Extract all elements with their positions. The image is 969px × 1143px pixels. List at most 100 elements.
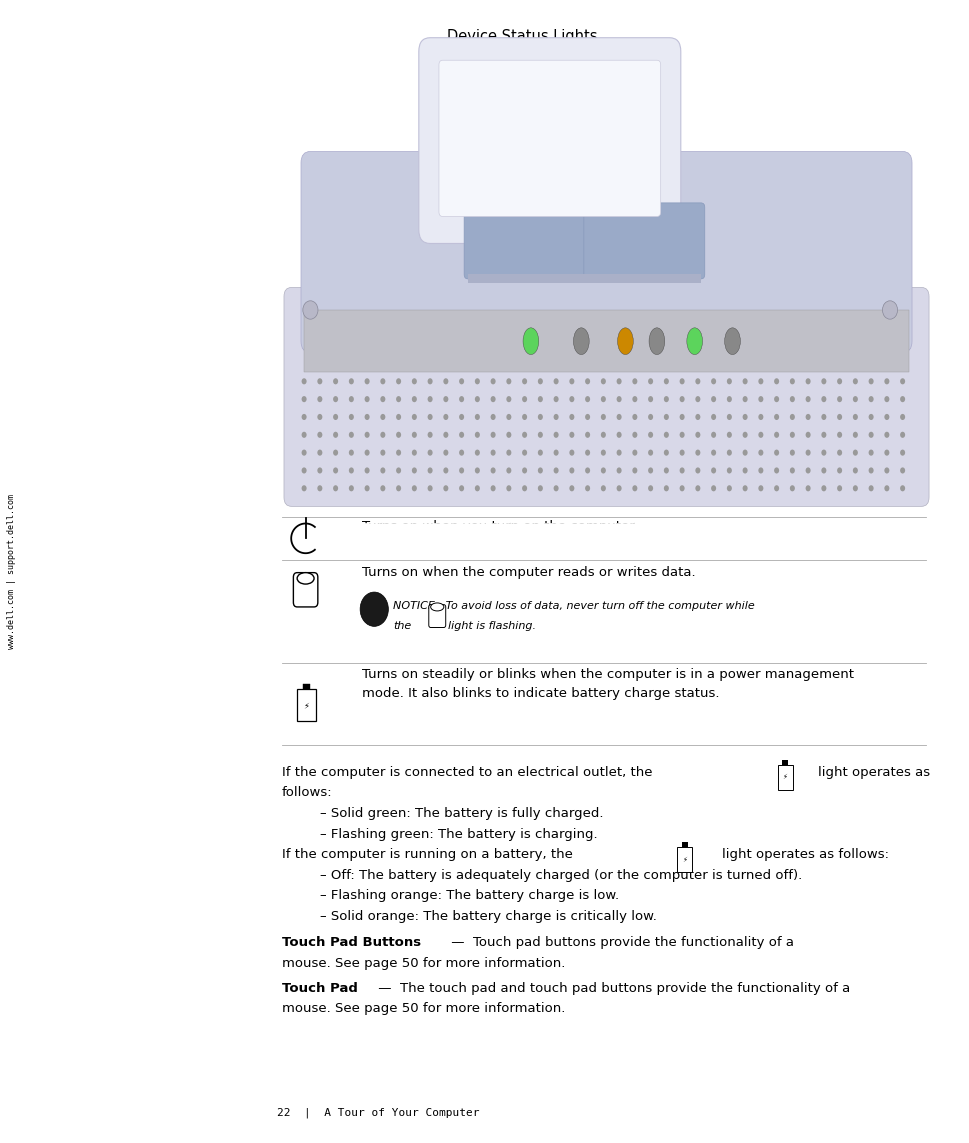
Circle shape — [332, 449, 338, 456]
Circle shape — [726, 486, 732, 491]
Circle shape — [867, 449, 873, 456]
Circle shape — [710, 378, 715, 384]
Circle shape — [317, 449, 322, 456]
Circle shape — [490, 486, 495, 491]
Circle shape — [443, 378, 448, 384]
Circle shape — [805, 467, 810, 473]
Circle shape — [317, 378, 322, 384]
Bar — [467, 274, 701, 283]
Circle shape — [773, 449, 778, 456]
Text: www.dell.com | support.dell.com: www.dell.com | support.dell.com — [7, 494, 16, 649]
Circle shape — [475, 414, 480, 419]
Circle shape — [537, 432, 543, 438]
Circle shape — [364, 449, 369, 456]
Circle shape — [584, 432, 589, 438]
Circle shape — [569, 467, 574, 473]
Circle shape — [663, 467, 669, 473]
Circle shape — [569, 486, 574, 491]
Circle shape — [882, 301, 896, 319]
Circle shape — [758, 486, 763, 491]
Circle shape — [758, 432, 763, 438]
Circle shape — [380, 486, 385, 491]
Text: – Flashing green: The battery is charging.: – Flashing green: The battery is chargin… — [320, 828, 597, 840]
Circle shape — [695, 449, 700, 456]
Circle shape — [584, 397, 589, 402]
FancyBboxPatch shape — [428, 605, 445, 628]
Circle shape — [317, 486, 322, 491]
Circle shape — [569, 397, 574, 402]
FancyBboxPatch shape — [293, 573, 318, 607]
Circle shape — [600, 397, 606, 402]
Circle shape — [710, 467, 715, 473]
Circle shape — [663, 378, 669, 384]
Circle shape — [695, 467, 700, 473]
Circle shape — [836, 449, 841, 456]
Circle shape — [537, 414, 543, 419]
Circle shape — [679, 486, 684, 491]
Circle shape — [773, 432, 778, 438]
Circle shape — [600, 378, 606, 384]
Circle shape — [616, 414, 621, 419]
Circle shape — [773, 397, 778, 402]
Circle shape — [647, 432, 652, 438]
Circle shape — [317, 467, 322, 473]
Circle shape — [647, 486, 652, 491]
Circle shape — [773, 486, 778, 491]
Circle shape — [805, 378, 810, 384]
Circle shape — [553, 414, 558, 419]
Circle shape — [332, 432, 338, 438]
Circle shape — [632, 449, 637, 456]
Circle shape — [427, 467, 432, 473]
Circle shape — [899, 467, 904, 473]
Circle shape — [412, 449, 417, 456]
Circle shape — [867, 486, 873, 491]
Circle shape — [616, 486, 621, 491]
Circle shape — [317, 432, 322, 438]
Text: the: the — [392, 621, 411, 631]
Circle shape — [663, 414, 669, 419]
Circle shape — [679, 378, 684, 384]
Circle shape — [458, 486, 463, 491]
Ellipse shape — [297, 573, 314, 584]
Circle shape — [521, 486, 526, 491]
Circle shape — [742, 449, 747, 456]
Circle shape — [616, 467, 621, 473]
Circle shape — [773, 378, 778, 384]
Bar — [676, 847, 691, 872]
Circle shape — [679, 449, 684, 456]
Circle shape — [490, 467, 495, 473]
Circle shape — [537, 467, 543, 473]
Circle shape — [490, 397, 495, 402]
Circle shape — [616, 449, 621, 456]
Circle shape — [506, 378, 511, 384]
Circle shape — [301, 467, 306, 473]
Ellipse shape — [430, 604, 444, 610]
Circle shape — [490, 432, 495, 438]
Circle shape — [710, 486, 715, 491]
Circle shape — [821, 449, 826, 456]
Circle shape — [443, 414, 448, 419]
Circle shape — [506, 414, 511, 419]
FancyBboxPatch shape — [464, 202, 584, 279]
Circle shape — [427, 486, 432, 491]
Circle shape — [884, 467, 889, 473]
Circle shape — [852, 378, 857, 384]
Circle shape — [789, 467, 794, 473]
Circle shape — [395, 486, 401, 491]
Circle shape — [349, 449, 354, 456]
Circle shape — [742, 414, 747, 419]
Circle shape — [458, 449, 463, 456]
Circle shape — [789, 449, 794, 456]
Circle shape — [742, 397, 747, 402]
Circle shape — [349, 414, 354, 419]
Circle shape — [679, 432, 684, 438]
Circle shape — [821, 414, 826, 419]
Text: If the computer is running on a battery, the: If the computer is running on a battery,… — [282, 848, 573, 861]
Circle shape — [758, 449, 763, 456]
Circle shape — [553, 486, 558, 491]
Text: If the computer is connected to an electrical outlet, the: If the computer is connected to an elect… — [282, 766, 652, 778]
Circle shape — [537, 449, 543, 456]
Circle shape — [332, 378, 338, 384]
Circle shape — [569, 378, 574, 384]
Circle shape — [600, 432, 606, 438]
